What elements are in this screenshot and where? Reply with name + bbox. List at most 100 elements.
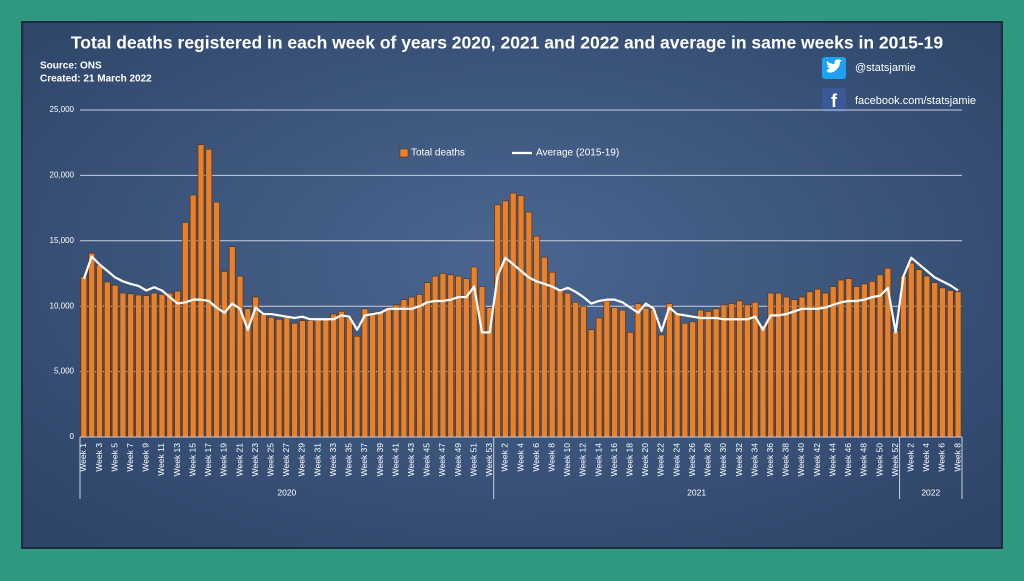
bar xyxy=(658,334,665,438)
bar xyxy=(338,311,345,438)
bar xyxy=(463,278,470,438)
bar xyxy=(907,262,915,438)
bar xyxy=(455,275,462,438)
bar xyxy=(260,314,267,438)
average-line xyxy=(82,255,959,334)
bar xyxy=(689,321,696,438)
bar xyxy=(400,299,408,438)
bar xyxy=(728,303,736,438)
group-label: 2021 xyxy=(687,487,706,497)
bar xyxy=(353,335,361,438)
bar xyxy=(572,301,579,438)
x-tick-label: Week 11 xyxy=(156,443,166,476)
x-tick-label: Week 24 xyxy=(671,443,681,477)
bar xyxy=(119,292,127,438)
bar xyxy=(939,287,946,438)
bar xyxy=(322,318,330,438)
legend-label: Average (2015-19) xyxy=(536,148,619,159)
x-tick-label: Week 34 xyxy=(749,443,759,477)
bar xyxy=(673,312,681,438)
x-tick-label: Week 6 xyxy=(531,443,541,472)
x-tick-label: Week 27 xyxy=(281,443,291,477)
bar xyxy=(385,307,392,438)
x-tick-label: Week 8 xyxy=(952,443,962,472)
x-tick-label: Week 13 xyxy=(172,443,182,477)
bar xyxy=(197,144,205,438)
bar xyxy=(783,296,790,438)
bar xyxy=(642,307,650,438)
bar xyxy=(705,311,712,438)
x-tick-label: Week 15 xyxy=(187,443,197,477)
source: Source: ONS xyxy=(40,61,102,72)
bar xyxy=(143,295,150,438)
bar xyxy=(892,330,899,438)
bar xyxy=(104,281,111,438)
bar xyxy=(189,194,197,438)
bar xyxy=(580,305,587,438)
x-tick-label: Week 6 xyxy=(937,443,947,472)
x-tick-label: Week 8 xyxy=(546,443,556,472)
bar xyxy=(587,329,595,438)
x-tick-label: Week 53 xyxy=(484,443,494,477)
bar xyxy=(556,288,564,438)
x-tick-label: Week 4 xyxy=(515,443,525,472)
y-tick-label: 25,000 xyxy=(50,105,75,114)
bar xyxy=(720,304,728,438)
bar xyxy=(158,294,166,438)
bar xyxy=(634,303,642,438)
bar xyxy=(744,304,751,438)
bar xyxy=(806,291,814,438)
bar xyxy=(416,294,423,438)
y-tick-label: 10,000 xyxy=(50,301,75,310)
x-tick-label: Week 31 xyxy=(312,443,322,477)
facebook-handle[interactable]: facebook.com/statsjamie xyxy=(855,95,976,107)
x-tick-label: Week 28 xyxy=(703,443,713,477)
x-tick-label: Week 23 xyxy=(250,443,260,477)
bar xyxy=(853,286,860,438)
bar xyxy=(96,264,103,438)
bar xyxy=(697,309,704,438)
legend-label: Total deaths xyxy=(411,148,465,159)
bar xyxy=(798,296,806,438)
bar xyxy=(205,148,213,438)
y-tick-label: 0 xyxy=(70,432,75,441)
bar xyxy=(291,322,298,438)
twitter-bird xyxy=(826,59,842,73)
x-tick-label: Week 32 xyxy=(734,443,744,477)
bar xyxy=(306,320,314,438)
bar xyxy=(252,296,259,438)
x-tick-label: Week 5 xyxy=(109,443,119,472)
x-tick-label: Week 30 xyxy=(718,443,728,477)
bar xyxy=(829,286,837,438)
x-tick-label: Week 19 xyxy=(219,443,229,477)
x-tick-label: Week 3 xyxy=(94,443,104,472)
bar xyxy=(751,301,759,438)
x-tick-label: Week 44 xyxy=(827,443,837,477)
y-tick-label: 15,000 xyxy=(50,236,75,245)
bar xyxy=(627,332,634,438)
x-tick-label: Week 16 xyxy=(609,443,619,477)
x-tick-label: Week 50 xyxy=(874,443,884,477)
bar xyxy=(923,275,931,438)
group-label: 2020 xyxy=(277,487,296,497)
bar xyxy=(299,320,306,438)
x-tick-label: Week 48 xyxy=(859,443,869,477)
bar xyxy=(666,303,673,438)
x-tick-label: Week 39 xyxy=(375,443,385,477)
bar xyxy=(314,319,322,438)
x-tick-label: Week 26 xyxy=(687,443,697,477)
x-tick-label: Week 14 xyxy=(593,443,603,477)
x-tick-label: Week 33 xyxy=(328,443,338,477)
x-tick-label: Week 1 xyxy=(78,443,88,472)
bar xyxy=(947,290,954,438)
twitter-handle[interactable]: @statsjamie xyxy=(855,62,916,74)
bar xyxy=(346,317,353,438)
bar xyxy=(876,274,884,438)
bar xyxy=(478,286,486,438)
bar xyxy=(517,195,525,438)
bar xyxy=(525,211,533,438)
bar xyxy=(868,281,876,438)
x-tick-label: Week 9 xyxy=(141,443,151,472)
bar xyxy=(736,300,743,438)
